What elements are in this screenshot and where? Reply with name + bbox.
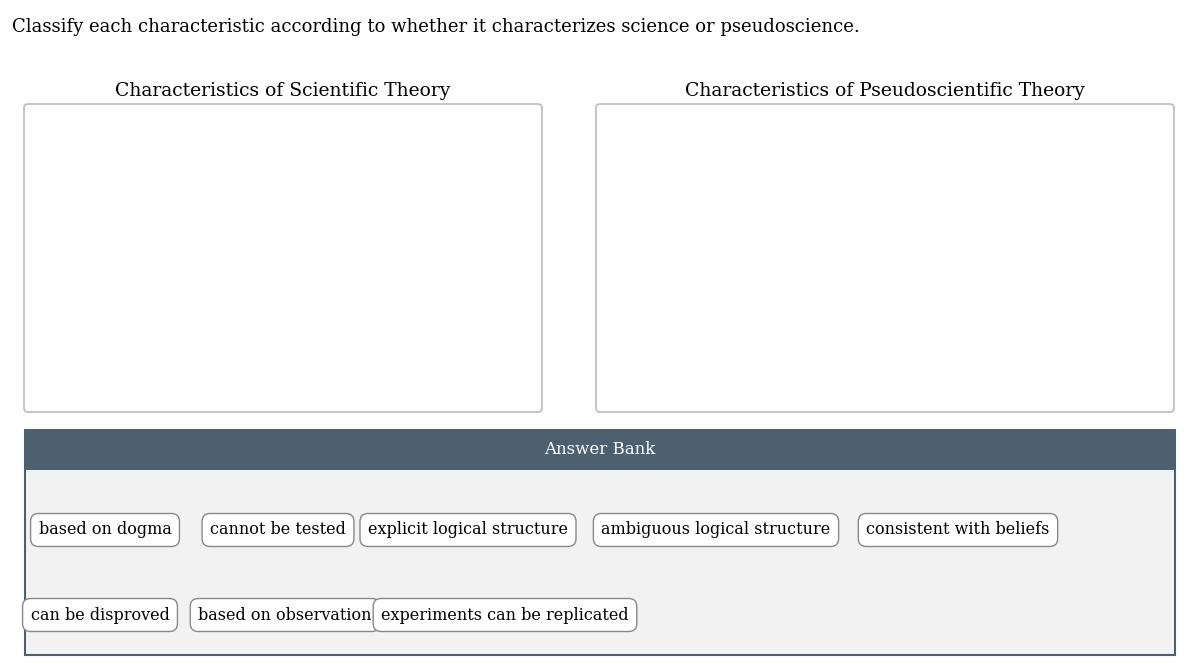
Text: Classify each characteristic according to whether it characterizes science or ps: Classify each characteristic according t…	[12, 18, 859, 36]
Text: based on dogma: based on dogma	[38, 521, 172, 539]
Text: consistent with beliefs: consistent with beliefs	[866, 521, 1050, 539]
Text: Characteristics of Scientific Theory: Characteristics of Scientific Theory	[115, 82, 451, 100]
Text: can be disproved: can be disproved	[30, 606, 169, 623]
Text: based on observation: based on observation	[198, 606, 372, 623]
Text: explicit logical structure: explicit logical structure	[368, 521, 568, 539]
FancyBboxPatch shape	[25, 430, 1175, 655]
Text: experiments can be replicated: experiments can be replicated	[382, 606, 629, 623]
Text: Characteristics of Pseudoscientific Theory: Characteristics of Pseudoscientific Theo…	[685, 82, 1085, 100]
FancyBboxPatch shape	[25, 430, 1175, 470]
FancyBboxPatch shape	[596, 104, 1174, 412]
Text: cannot be tested: cannot be tested	[210, 521, 346, 539]
Text: Answer Bank: Answer Bank	[545, 442, 655, 459]
Text: ambiguous logical structure: ambiguous logical structure	[601, 521, 830, 539]
FancyBboxPatch shape	[24, 104, 542, 412]
